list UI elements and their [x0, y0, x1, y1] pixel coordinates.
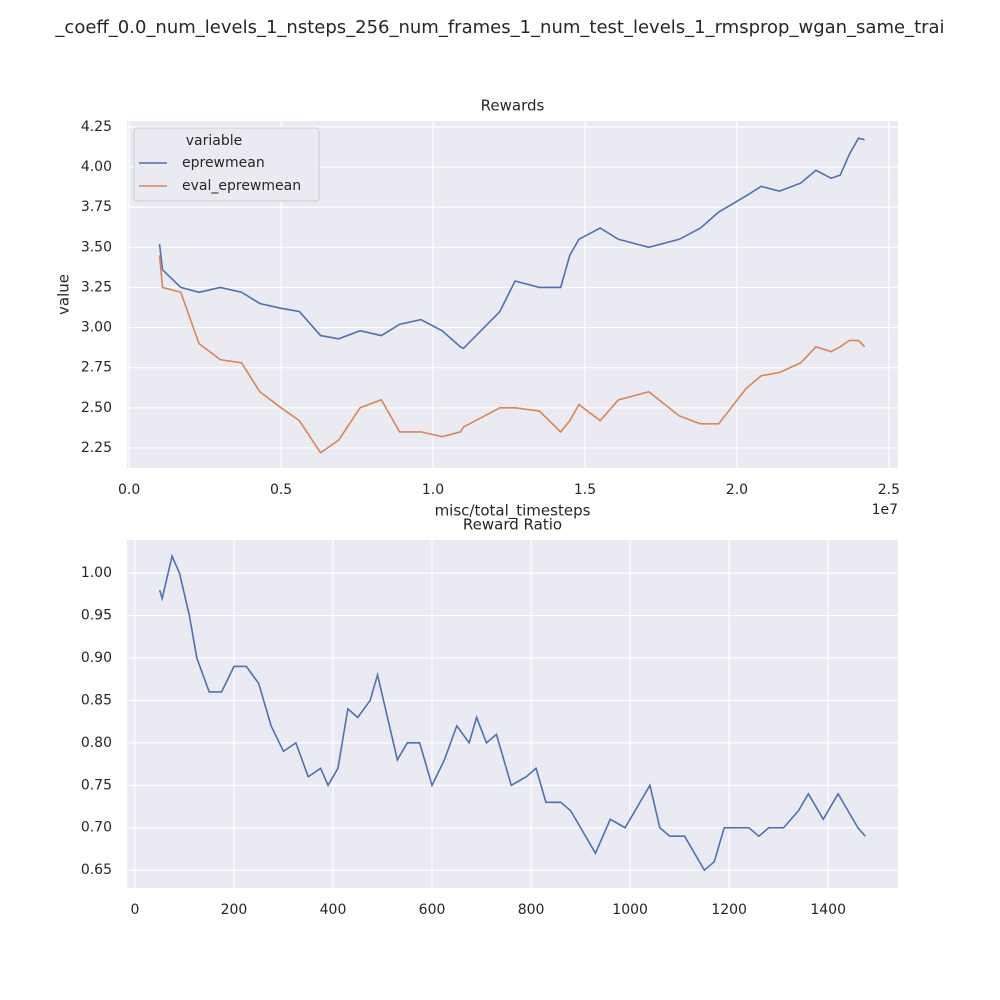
- x-tick-label: 400: [320, 902, 347, 918]
- y-tick-label: 4.25: [81, 119, 112, 135]
- x-tick-label: 1200: [711, 902, 747, 918]
- x-tick-label: 0.0: [118, 482, 140, 498]
- y-tick-label: 3.75: [81, 199, 112, 215]
- legend-label: eval_eprewmean: [182, 178, 301, 194]
- x-tick-label: 200: [221, 902, 248, 918]
- series-line: [158, 553, 866, 872]
- y-tick-label: 0.75: [81, 777, 112, 793]
- legend-box: [133, 127, 320, 202]
- y-tick-label: 1.00: [81, 565, 112, 581]
- y-axis-label: value: [55, 274, 73, 315]
- x-offset-label: 1e7: [872, 502, 898, 518]
- x-tick-label: 2.0: [726, 482, 748, 498]
- y-tick-label: 2.50: [81, 400, 112, 416]
- x-tick-label: 1400: [810, 902, 846, 918]
- y-tick-label: 3.25: [81, 279, 112, 295]
- x-tick-label: 600: [419, 902, 446, 918]
- y-tick-label: 0.65: [81, 862, 112, 878]
- series-line: [158, 255, 866, 454]
- y-tick-label: 0.70: [81, 820, 112, 836]
- x-tick-label: 1.0: [422, 482, 444, 498]
- x-tick-label: 0: [130, 902, 139, 918]
- figure-title: _coeff_0.0_num_levels_1_nsteps_256_num_f…: [54, 17, 944, 38]
- y-tick-label: 0.90: [81, 650, 112, 666]
- y-tick-label: 0.95: [81, 608, 112, 624]
- axes-title: Rewards: [481, 97, 545, 115]
- plot-area: [127, 540, 898, 888]
- x-tick-label: 1000: [612, 902, 648, 918]
- x-tick-label: 800: [518, 902, 545, 918]
- y-tick-label: 4.00: [81, 159, 112, 175]
- y-tick-label: 3.50: [81, 239, 112, 255]
- x-tick-label: 0.5: [270, 482, 292, 498]
- legend: variable eprewmean eval_eprewmean: [133, 127, 320, 202]
- y-tick-label: 2.75: [81, 360, 112, 376]
- y-tick-label: 0.85: [81, 692, 112, 708]
- legend-label: eprewmean: [182, 155, 265, 171]
- legend-title: variable: [186, 133, 242, 149]
- y-tick-label: 3.00: [81, 320, 112, 336]
- y-tick-label: 2.25: [81, 440, 112, 456]
- x-tick-label: 1.5: [574, 482, 596, 498]
- axes-title: Reward Ratio: [463, 516, 562, 534]
- y-tick-label: 0.80: [81, 735, 112, 751]
- x-tick-label: 2.5: [878, 482, 900, 498]
- x-axis-label: misc/total_timesteps: [435, 502, 591, 521]
- series-line: [158, 137, 865, 350]
